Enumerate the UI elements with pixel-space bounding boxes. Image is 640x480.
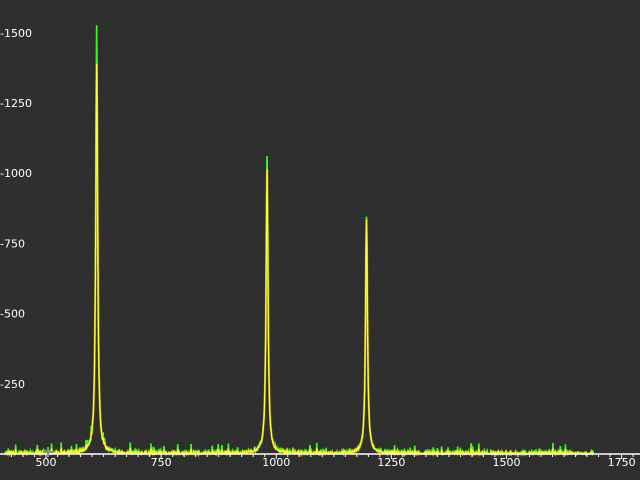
y-tick-label-1500: -1500 (0, 27, 32, 40)
y-tick-label-1000: -1000 (0, 167, 32, 180)
x-tick-label-750: 750 (151, 456, 172, 469)
x-tick-label-1750: 1750 (608, 456, 636, 469)
x-tick-label-1250: 1250 (377, 456, 405, 469)
y-tick-label-1250: -1250 (0, 97, 32, 110)
y-tick-label-250: -250 (0, 378, 25, 391)
y-axis-ticks: -250 -500 -750 -1000 -1250 -1500 (0, 27, 32, 391)
x-tick-label-500: 500 (36, 456, 57, 469)
y-tick-label-750: -750 (0, 237, 25, 250)
y-tick-label-500: -500 (0, 308, 25, 321)
axes: 500 750 1000 1250 1500 1750 -250 -500 -750 -1000… (0, 27, 640, 469)
x-axis-ticks: 500 750 1000 1250 1500 1750 (11, 454, 636, 469)
axis-cursor-icon[interactable] (43, 447, 53, 457)
x-tick-label-1000: 1000 (262, 456, 290, 469)
x-tick-label-1500: 1500 (492, 456, 520, 469)
